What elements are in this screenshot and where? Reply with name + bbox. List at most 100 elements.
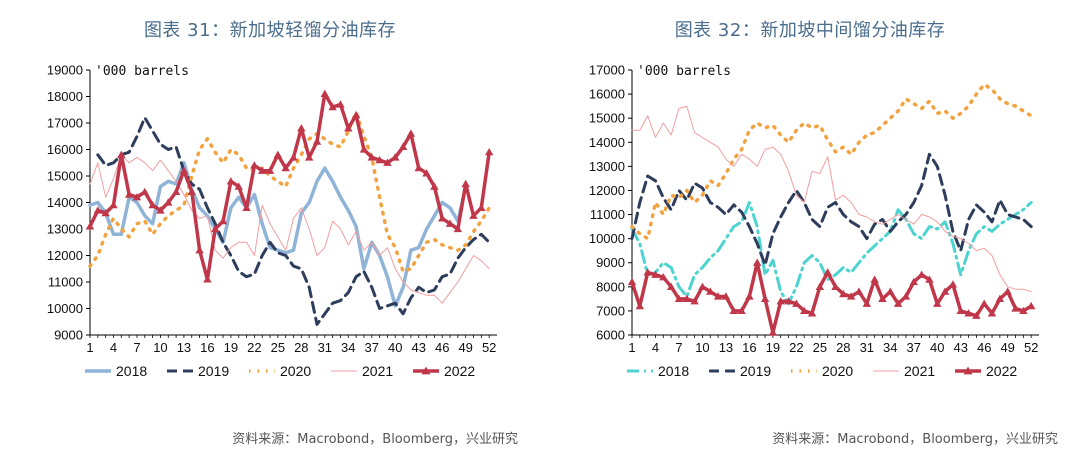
x-tick-label: 49 [458,340,472,355]
data-point-2022 [948,280,958,288]
data-point-2022 [666,282,676,290]
data-point-2022 [148,200,157,209]
y-tick-label: 17000 [47,116,83,131]
x-tick-label: 4 [110,340,117,355]
legend-label-2022: 2022 [444,363,475,379]
data-point-2022 [721,292,731,300]
x-tick-label: 19 [766,340,780,355]
legend-label-2022: 2022 [986,363,1017,379]
data-point-2022 [815,282,825,290]
data-point-2022 [1003,287,1012,295]
data-point-2022 [839,289,848,298]
data-point-2022 [1026,301,1036,310]
x-tick-label: 34 [883,340,897,355]
data-point-2022 [964,309,973,317]
data-point-2022 [1019,306,1028,315]
legend-label-2019: 2019 [198,363,229,379]
data-point-2022 [281,163,290,172]
x-tick-label: 28 [836,340,850,355]
unit-label: '000 barrels [95,64,189,79]
data-point-2022 [995,294,1005,303]
y-tick-label: 17000 [589,63,625,78]
data-point-2022 [461,179,470,188]
data-point-2022 [886,287,895,295]
data-point-2022 [799,306,809,315]
y-tick-label: 15000 [47,169,83,184]
y-tick-label: 15000 [589,111,625,126]
series-line-2020 [630,82,1033,241]
data-point-2022 [831,282,840,290]
data-point-2022 [643,268,652,276]
data-point-2022 [784,297,793,305]
data-point-2022 [304,153,314,161]
x-tick-label: 1 [86,340,93,355]
x-tick-label: 40 [930,340,944,355]
series-line-2019 [630,152,1033,267]
y-tick-label: 10000 [47,301,83,316]
series-line-2020 [88,110,491,274]
y-tick-label: 11000 [48,275,83,290]
x-tick-label: 10 [153,340,167,355]
data-point-2022 [297,124,306,132]
data-point-2022 [651,270,660,278]
y-tick-label: 9000 [596,255,625,270]
data-point-2022 [117,150,126,158]
data-point-2022 [878,294,887,303]
data-point-2022 [909,277,918,286]
data-point-2022 [132,193,142,201]
y-tick-label: 18000 [47,89,83,104]
data-point-2022 [211,224,220,233]
x-tick-label: 31 [318,340,332,355]
data-point-2022 [956,306,965,315]
chart-title: 图表 31：新加坡轻馏分油库存 [143,20,397,41]
data-point-2022 [627,277,637,286]
data-point-2022 [367,153,376,161]
x-tick-label: 49 [1000,340,1014,355]
y-tick-label: 14000 [47,195,83,210]
data-point-2022 [776,297,785,305]
y-tick-label: 6000 [596,328,625,343]
data-point-2022 [862,299,872,307]
data-point-2022 [234,182,243,190]
source-note: 资料来源：Macrobond，Bloomberg，兴业研究 [232,432,518,447]
data-point-2022 [383,158,392,166]
data-point-2022 [226,177,236,185]
data-point-2022 [375,155,384,164]
data-point-2022 [1011,304,1020,312]
data-point-2022 [359,145,369,153]
series-line-2021 [631,105,1032,293]
x-tick-label: 13 [177,340,191,355]
x-tick-label: 7 [675,340,682,355]
data-point-2022 [792,299,801,307]
data-point-2022 [265,166,275,174]
data-point-2022 [93,206,103,214]
series-line-2021 [89,154,490,304]
legend-label-2018: 2018 [658,363,689,379]
series-line-2019 [96,116,491,326]
data-point-2022 [336,100,345,108]
x-tick-label: 1 [628,340,635,355]
data-point-2022 [933,299,942,307]
chart-light-distillates: 9000 10000 11000 12000 13000 14000 15000 16000 1… [47,63,497,379]
x-tick-label: 28 [294,340,308,355]
data-point-2022 [195,246,204,254]
y-tick-label: 12000 [589,183,625,198]
x-tick-label: 22 [247,340,261,355]
data-point-2022 [328,102,337,111]
x-tick-label: 31 [860,340,874,355]
x-tick-label: 52 [1024,340,1038,355]
x-tick-label: 52 [482,340,496,355]
data-point-2022 [203,275,212,283]
data-point-2022 [713,292,723,300]
data-point-2022 [987,309,997,317]
data-point-2022 [674,294,684,303]
y-tick-label: 8000 [596,279,625,294]
legend-marker-2022 [963,366,973,375]
data-point-2022 [635,301,645,310]
data-point-2022 [171,187,181,196]
data-point-2022 [289,153,298,161]
data-point-2022 [430,182,439,190]
legend-label-2020: 2020 [280,363,311,379]
x-tick-label: 25 [271,340,285,355]
x-tick-label: 37 [907,340,921,355]
